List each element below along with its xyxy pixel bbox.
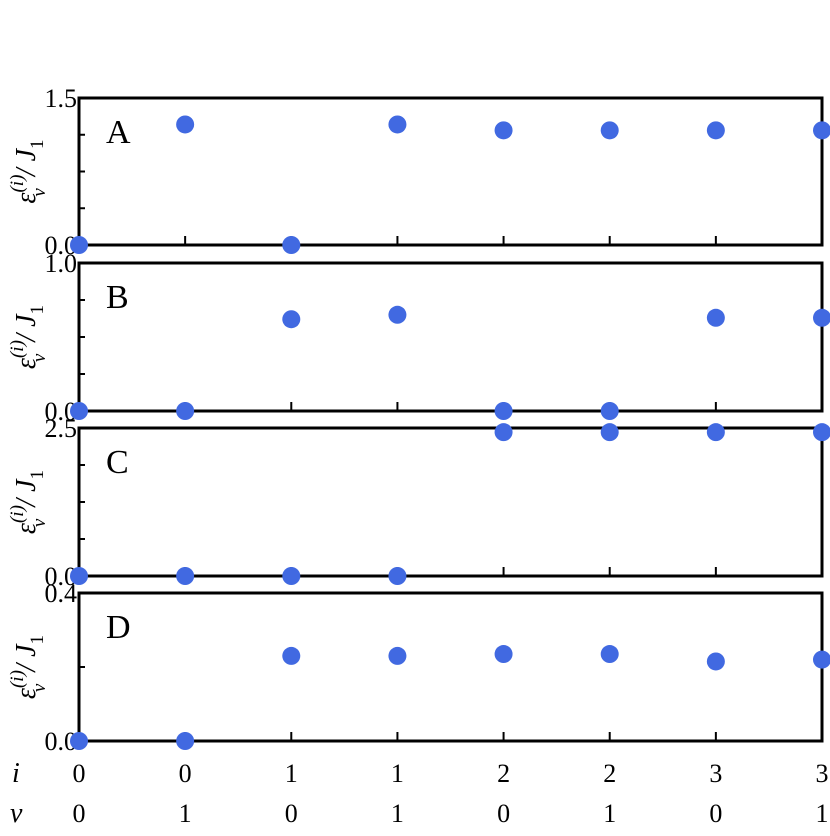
data-point [388, 646, 407, 665]
i-tick-label: 3 [816, 759, 829, 788]
nu-tick-label: 1 [179, 799, 192, 828]
y-tick-label: 2.5 [45, 414, 78, 443]
y-axis-label: ε(i)ν/ J1 [7, 470, 50, 534]
data-point [813, 308, 830, 327]
i-tick-label: 3 [709, 759, 722, 788]
y-tick-label: 0.4 [45, 579, 78, 608]
data-point [176, 732, 195, 750]
data-point [282, 567, 301, 585]
nu-tick-label: 0 [497, 799, 510, 828]
data-point [494, 423, 513, 442]
data-point [70, 732, 88, 750]
nu-tick-label: 0 [709, 799, 722, 828]
data-point [706, 423, 725, 442]
data-point [388, 115, 407, 134]
data-point [494, 121, 513, 140]
data-point [813, 121, 830, 140]
nu-row-title: ν [10, 798, 23, 829]
data-point [600, 423, 619, 442]
data-point [282, 236, 301, 254]
data-point [70, 402, 88, 420]
i-tick-label: 1 [285, 759, 298, 788]
data-point [706, 308, 725, 327]
panels: 0.01.5Aε(i)ν/ J10.01.0Bε(i)ν/ J10.02.5Cε… [7, 84, 830, 756]
nu-tick-label: 1 [391, 799, 404, 828]
y-axis-label: ε(i)ν/ J1 [7, 139, 50, 203]
i-tick-label: 0 [179, 759, 192, 788]
y-axis-label: ε(i)ν/ J1 [7, 305, 50, 369]
panel-d: 0.00.4Dε(i)ν/ J1 [7, 579, 830, 756]
i-tick-label: 2 [497, 759, 510, 788]
x-axis-category-rows: i ν 0 0 1 1 2 2 3 3 0 1 0 1 0 1 0 1 [10, 758, 829, 829]
y-tick-label: 1.5 [45, 84, 78, 113]
nu-tick-label: 0 [73, 799, 86, 828]
data-point [176, 402, 195, 420]
nu-tick-label: 1 [816, 799, 829, 828]
nu-tick-label: 1 [603, 799, 616, 828]
data-point [70, 567, 88, 585]
panel-c: 0.02.5Cε(i)ν/ J1 [7, 414, 830, 591]
panel-b: 0.01.0Bε(i)ν/ J1 [7, 249, 830, 426]
panel-letter: C [106, 444, 129, 481]
panel-frame [77, 261, 824, 413]
data-point [176, 115, 195, 134]
panel-a: 0.01.5Aε(i)ν/ J1 [7, 84, 830, 260]
data-point [600, 645, 619, 664]
nu-tick-label: 0 [285, 799, 298, 828]
data-point [282, 646, 301, 665]
panel-letter: B [106, 279, 129, 316]
data-point [706, 121, 725, 140]
data-point [388, 567, 407, 585]
panel-letter: A [106, 114, 131, 151]
data-point [176, 567, 195, 585]
data-point [813, 423, 830, 442]
data-point [388, 305, 407, 324]
data-point [494, 402, 513, 420]
panel-frame [77, 426, 824, 578]
data-point [706, 652, 725, 671]
data-point [813, 650, 830, 669]
data-point [494, 645, 513, 664]
i-tick-label: 2 [603, 759, 616, 788]
y-axis-label: ε(i)ν/ J1 [7, 635, 50, 699]
data-point [600, 121, 619, 140]
i-tick-label: 0 [73, 759, 86, 788]
i-row-title: i [12, 758, 20, 789]
panel-letter: D [106, 609, 131, 646]
data-point [70, 236, 88, 254]
data-point [600, 402, 619, 420]
data-point [282, 310, 301, 329]
i-tick-label: 1 [391, 759, 404, 788]
y-tick-label: 1.0 [45, 249, 78, 278]
